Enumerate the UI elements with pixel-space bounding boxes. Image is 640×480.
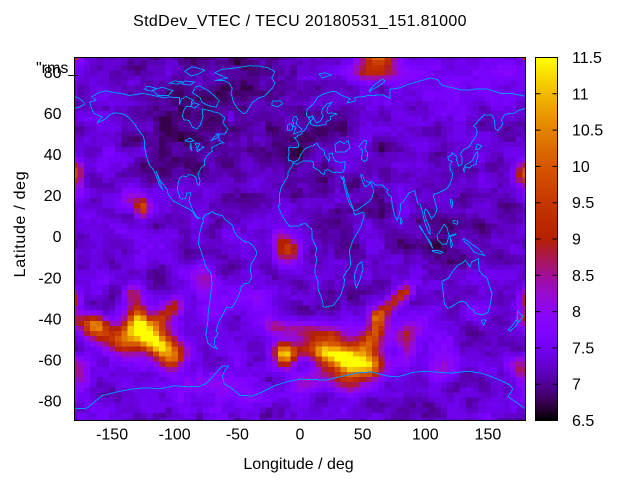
svg-text:9: 9 [572,232,581,249]
svg-text:80: 80 [44,65,62,82]
svg-text:7.5: 7.5 [572,340,594,357]
svg-text:-100: -100 [159,427,191,444]
svg-text:Latitude / deg: Latitude / deg [12,171,29,278]
svg-text:Longitude / deg: Longitude / deg [243,456,353,473]
svg-text:100: 100 [412,427,439,444]
svg-text:10.5: 10.5 [572,123,603,140]
svg-text:60: 60 [44,106,62,123]
svg-text:50: 50 [354,427,372,444]
svg-text:-80: -80 [38,394,61,411]
svg-text:StdDev_VTEC / TECU 20180531_15: StdDev_VTEC / TECU 20180531_151.81000 [133,13,467,30]
svg-text:8: 8 [572,304,581,321]
svg-text:7: 7 [572,377,581,394]
svg-text:-150: -150 [96,427,128,444]
svg-text:-50: -50 [226,427,249,444]
svg-text:0: 0 [296,427,305,444]
svg-text:6.5: 6.5 [572,413,594,430]
svg-text:20: 20 [44,188,62,205]
svg-text:11.5: 11.5 [572,50,602,67]
svg-text:11: 11 [572,86,589,103]
svg-text:150: 150 [475,427,502,444]
svg-text:-60: -60 [38,353,61,370]
svg-text:-40: -40 [38,312,61,329]
svg-text:40: 40 [44,147,62,164]
svg-text:-20: -20 [38,270,61,287]
svg-text:9.5: 9.5 [572,195,594,212]
svg-text:0: 0 [53,229,62,246]
svg-text:"rms_: "rms_ [36,60,78,77]
svg-text:8.5: 8.5 [572,268,594,285]
svg-text:10: 10 [572,159,590,176]
